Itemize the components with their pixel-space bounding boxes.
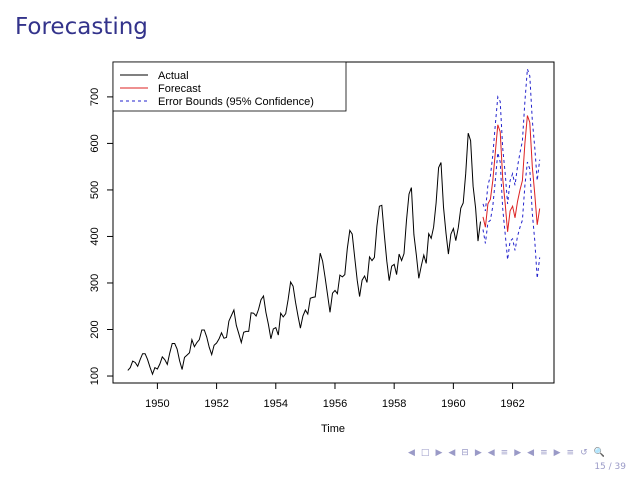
x-axis-label: Time bbox=[321, 423, 345, 435]
nav-prev-section-icon[interactable]: ◀ bbox=[487, 448, 495, 458]
x-tick-label: 1962 bbox=[500, 398, 524, 410]
x-tick-label: 1960 bbox=[441, 398, 465, 410]
nav-back-icon[interactable]: ↺ bbox=[580, 448, 588, 458]
x-tick-label: 1958 bbox=[382, 398, 406, 410]
nav-next-subsection-icon[interactable]: ▶ bbox=[474, 448, 482, 458]
nav-next-section-icon[interactable]: ▶ bbox=[514, 448, 522, 458]
nav-search-icon[interactable]: 🔍 bbox=[593, 448, 605, 458]
legend-label-forecast: Forecast bbox=[158, 83, 201, 95]
series-lower-bound bbox=[482, 152, 541, 279]
nav-prev-frame-icon[interactable]: ◀ bbox=[408, 448, 415, 458]
series-group bbox=[127, 68, 541, 376]
beamer-navigation: ◀ □ ▶ ◀ ⊟ ▶ ◀ ≡ ▶ ◀ ≡ ▶ ≡ ↺ 🔍 bbox=[408, 448, 605, 458]
series-forecast bbox=[482, 115, 541, 232]
y-tick-label: 200 bbox=[89, 320, 101, 338]
series-upper-bound bbox=[482, 68, 541, 212]
nav-next-frame-icon[interactable]: ▶ bbox=[435, 448, 443, 458]
y-tick-label: 300 bbox=[89, 274, 101, 292]
x-tick-label: 1952 bbox=[204, 398, 228, 410]
nav-section-icon[interactable]: ≡ bbox=[500, 448, 509, 458]
x-tick-label: 1954 bbox=[264, 398, 288, 410]
y-tick-label: 400 bbox=[89, 227, 101, 245]
legend-label-bounds: Error Bounds (95% Confidence) bbox=[158, 96, 314, 108]
slide-title: Forecasting bbox=[15, 14, 148, 40]
y-tick-label: 600 bbox=[89, 134, 101, 152]
legend-label-actual: Actual bbox=[158, 70, 189, 82]
y-tick-label: 100 bbox=[89, 367, 101, 385]
x-axis: 1950 1952 1954 1956 1958 1960 1962 bbox=[145, 382, 525, 410]
nav-prev-subsection-icon[interactable]: ◀ bbox=[448, 448, 456, 458]
y-axis: 100 200 300 400 500 600 700 bbox=[89, 88, 114, 385]
x-tick-label: 1956 bbox=[323, 398, 347, 410]
nav-subsection-icon[interactable]: ⊟ bbox=[461, 448, 469, 458]
nav-next-doc-icon[interactable]: ▶ bbox=[553, 448, 561, 458]
series-actual bbox=[127, 133, 481, 376]
x-tick-label: 1950 bbox=[145, 398, 169, 410]
nav-frame-icon[interactable]: □ bbox=[420, 448, 430, 458]
y-tick-label: 700 bbox=[89, 88, 101, 106]
nav-prev-doc-icon[interactable]: ◀ bbox=[527, 448, 535, 458]
legend: Actual Forecast Error Bounds (95% Confid… bbox=[112, 61, 347, 112]
nav-align-icon[interactable]: ≡ bbox=[566, 448, 575, 458]
y-tick-label: 500 bbox=[89, 181, 101, 199]
nav-doc-icon[interactable]: ≡ bbox=[540, 448, 548, 458]
page-number: 15 / 39 bbox=[594, 462, 626, 472]
legend-box bbox=[112, 61, 347, 112]
